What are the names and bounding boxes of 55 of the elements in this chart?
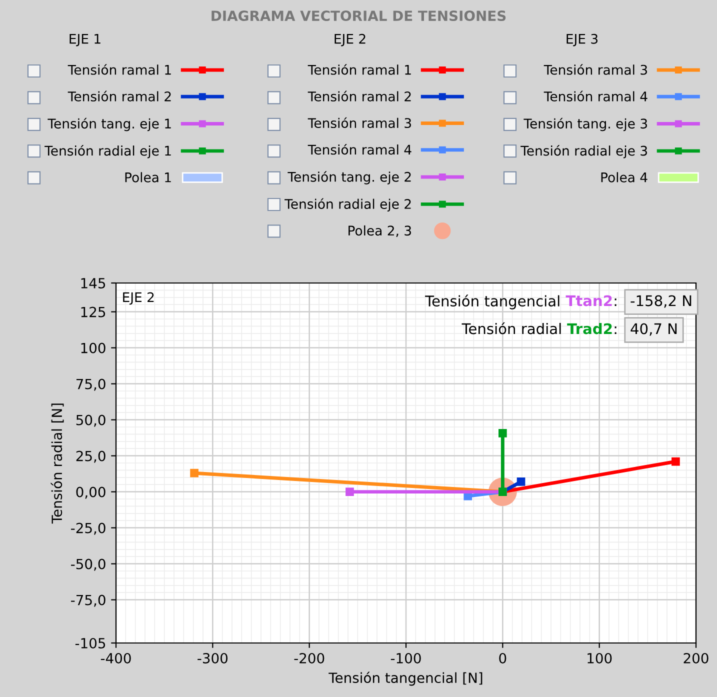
- annotation: :: [614, 298, 616, 306]
- annotation: Tensión tangencial: [425, 294, 560, 310]
- legend-label: Tensión radial eje 1: [44, 144, 171, 158]
- annotation: Trad2: [567, 322, 612, 334]
- x-tick-label: -200: [294, 652, 324, 664]
- legend-label: Tensión ramal 3: [308, 117, 411, 128]
- legend-label: Tensión tang. eje 3: [524, 118, 647, 132]
- annotation: 40,7 N: [630, 323, 677, 336]
- y-axis-title: Tensión radial [N]: [50, 404, 64, 524]
- legend-label: Tensión tang. eje 2: [288, 171, 411, 184]
- legend-label: Polea 1: [125, 172, 171, 182]
- y-tick-label: 145: [81, 278, 106, 288]
- legend-label: Tensión ramal 3: [544, 64, 647, 75]
- legend-label: Tensión ramal 1: [68, 64, 171, 75]
- annotation: Ttan2: [566, 295, 612, 306]
- y-tick-label: 0,00: [76, 486, 106, 499]
- y-tick-label: -25,0: [71, 522, 106, 535]
- annotation: :: [614, 326, 616, 334]
- x-tick-label: -300: [198, 652, 228, 664]
- point: [346, 488, 354, 496]
- annotation: -158,2 N: [630, 295, 692, 308]
- legend-label: Tensión ramal 4: [544, 90, 648, 102]
- y-tick-label: -50,0: [71, 558, 106, 571]
- legend-label: Tensión ramal 4: [308, 144, 412, 155]
- x-tick-label: -400: [100, 652, 131, 664]
- annotation: EJE 2: [123, 292, 154, 305]
- y-tick-label: 100: [81, 342, 106, 354]
- legend-label: Tensión radial eje 3: [520, 144, 647, 158]
- legend-label: Tensión ramal 2: [308, 90, 411, 102]
- y-tick-label: 50,0: [76, 414, 106, 427]
- legend-label: Tensión radial eje 2: [284, 198, 411, 212]
- x-tick-label: -100: [390, 652, 421, 664]
- legend-label: Tensión tang. eje 1: [48, 118, 171, 132]
- legend-label: Tensión ramal 1: [308, 64, 411, 75]
- y-tick-label: 25,0: [76, 450, 106, 463]
- x-tick-label: 200: [684, 652, 708, 664]
- point: [672, 457, 680, 466]
- chart-title: DIAGRAMA VECTORIAL DE TENSIONES: [212, 10, 506, 22]
- legend-label: Polea 2, 3: [348, 225, 411, 237]
- y-tick-label: -105: [75, 638, 106, 648]
- y-tick-label: 75,0: [76, 378, 106, 391]
- point: [190, 468, 198, 478]
- y-tick-label: 125: [81, 306, 106, 318]
- x-tick-label: 100: [588, 652, 612, 664]
- legend-label: Polea 4: [601, 172, 648, 182]
- y-tick-label: -75,0: [71, 594, 106, 607]
- legend-label: Tensión ramal 2: [68, 90, 171, 102]
- text: EJE 2: [334, 34, 366, 46]
- text: EJE 1: [70, 34, 100, 46]
- point: [498, 429, 507, 438]
- point: [516, 478, 526, 486]
- annotation: Tensión radial: [462, 322, 561, 334]
- x-axis-title: Tensión tangencial [N]: [328, 672, 482, 686]
- text: EJE 3: [566, 34, 598, 46]
- x-tick-label: 0: [499, 652, 506, 664]
